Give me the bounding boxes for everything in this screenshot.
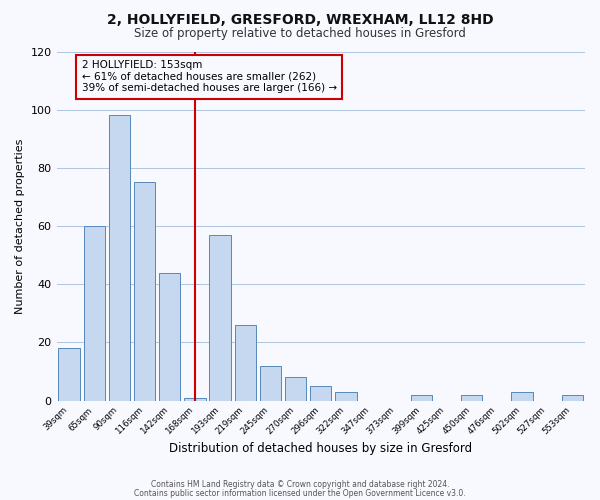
Bar [159,272,181,400]
Text: 2, HOLLYFIELD, GRESFORD, WREXHAM, LL12 8HD: 2, HOLLYFIELD, GRESFORD, WREXHAM, LL12 8… [107,12,493,26]
Bar [511,392,533,400]
Bar [562,394,583,400]
Y-axis label: Number of detached properties: Number of detached properties [15,138,25,314]
Bar [184,398,206,400]
Bar [209,235,231,400]
Bar [411,394,432,400]
Bar [461,394,482,400]
Bar [58,348,80,401]
Bar [109,116,130,401]
Text: Contains HM Land Registry data © Crown copyright and database right 2024.: Contains HM Land Registry data © Crown c… [151,480,449,489]
Bar [335,392,356,400]
Bar [134,182,155,400]
Text: Size of property relative to detached houses in Gresford: Size of property relative to detached ho… [134,28,466,40]
Text: Contains public sector information licensed under the Open Government Licence v3: Contains public sector information licen… [134,488,466,498]
Bar [235,325,256,400]
Bar [83,226,105,400]
Bar [310,386,331,400]
Text: 2 HOLLYFIELD: 153sqm
← 61% of detached houses are smaller (262)
39% of semi-deta: 2 HOLLYFIELD: 153sqm ← 61% of detached h… [82,60,337,94]
Bar [260,366,281,400]
X-axis label: Distribution of detached houses by size in Gresford: Distribution of detached houses by size … [169,442,472,455]
Bar [285,378,307,400]
